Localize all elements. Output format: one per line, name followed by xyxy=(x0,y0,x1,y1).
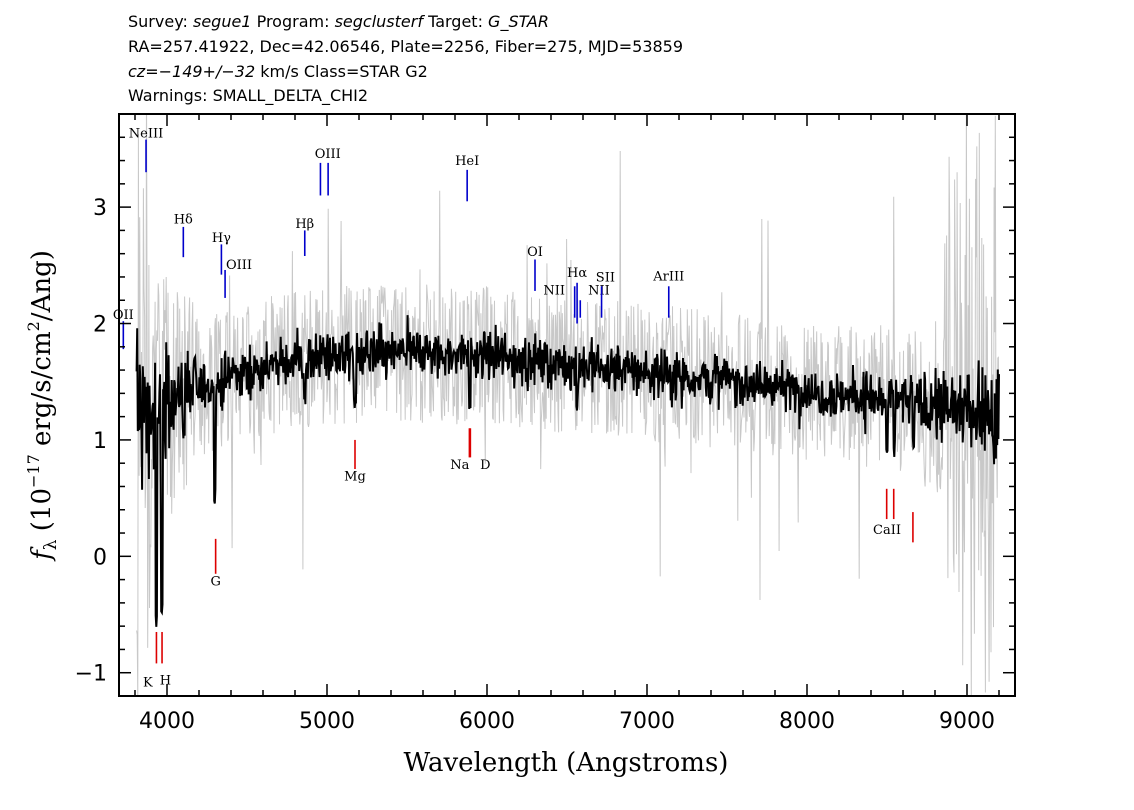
emission-line-label: ArIII xyxy=(652,269,684,284)
emission-line-label: OI xyxy=(527,245,543,260)
program-value: segclusterf xyxy=(334,12,423,31)
target-value: G_STAR xyxy=(488,12,549,31)
x-tick-label: 5000 xyxy=(299,709,355,734)
emission-line-label: OIII xyxy=(315,147,341,162)
absorption-line-label: CaII xyxy=(873,523,901,538)
absorption-line-label: Mg xyxy=(344,470,366,485)
x-tick-label: 4000 xyxy=(139,709,195,734)
emission-line-label: HeI xyxy=(455,154,479,169)
plot-frame xyxy=(118,113,1016,697)
y-axis-rest: (10 xyxy=(27,488,57,540)
survey-value: segue1 xyxy=(192,12,252,31)
y-axis-unit: erg/s/cm xyxy=(27,331,57,454)
cz-suffix: km/s Class=STAR G2 xyxy=(255,62,428,81)
cz-value: −149+/−32 xyxy=(158,62,256,81)
header-line-1: Survey: segue1 Program: segclusterf Targ… xyxy=(128,12,549,32)
absorption-line-label: H xyxy=(160,673,171,688)
absorption-line-label: D xyxy=(480,458,490,473)
x-axis-title: Wavelength (Angstroms) xyxy=(404,748,729,778)
emission-line-label: OIII xyxy=(226,258,252,273)
y-axis-exp: −17 xyxy=(24,454,43,488)
emission-line-label: SII xyxy=(596,271,615,286)
emission-line-label: NeIII xyxy=(129,126,163,141)
cz-prefix: cz= xyxy=(128,62,159,81)
ticks-layer: 4000 5000 6000 7000 8000 9000 −1 0 1 2 3 xyxy=(75,113,1015,734)
program-label: Program: xyxy=(256,12,330,31)
x-tick-label: 6000 xyxy=(459,709,515,734)
header-line-4: Warnings: SMALL_DELTA_CHI2 xyxy=(128,86,369,105)
emission-line-label: Hδ xyxy=(174,212,193,227)
x-tick-label: 9000 xyxy=(939,709,995,734)
y-tick-label: 3 xyxy=(93,196,107,221)
y-tick-label: 0 xyxy=(93,545,107,570)
header-line-3: cz=−149+/−32 km/s Class=STAR G2 xyxy=(128,62,428,82)
y-tick-label: −1 xyxy=(75,662,107,687)
target-label: Target: xyxy=(428,12,483,31)
error-series-line xyxy=(136,114,1000,696)
series-layer xyxy=(135,114,1000,696)
y-axis-lambda: λ xyxy=(41,539,61,550)
flux-series-line xyxy=(135,315,1000,627)
y-tick-label: 2 xyxy=(93,313,107,338)
absorption-line-label: K xyxy=(143,676,153,691)
y-tick-label: 1 xyxy=(93,429,107,454)
y-axis-end: /Ang) xyxy=(27,250,57,321)
x-tick-label: 7000 xyxy=(619,709,675,734)
absorption-line-label: Na xyxy=(450,458,469,473)
emission-line-label: NII xyxy=(543,283,565,298)
survey-label: Survey: xyxy=(128,12,188,31)
emission-line-label: Hα xyxy=(567,266,587,281)
emission-line-label: Hγ xyxy=(212,231,231,246)
emission-line-label: Hβ xyxy=(295,217,314,232)
emission-line-label: NII xyxy=(588,283,610,298)
header-line-2: RA=257.41922, Dec=42.06546, Plate=2256, … xyxy=(128,37,684,56)
absorption-line-label: G xyxy=(210,574,220,589)
y-axis-title: fλ (10−17 erg/s/cm2/Ang) xyxy=(24,250,61,562)
y-axis-sq: 2 xyxy=(24,321,43,331)
emission-line-label: OII xyxy=(113,308,134,323)
x-tick-label: 8000 xyxy=(779,709,835,734)
